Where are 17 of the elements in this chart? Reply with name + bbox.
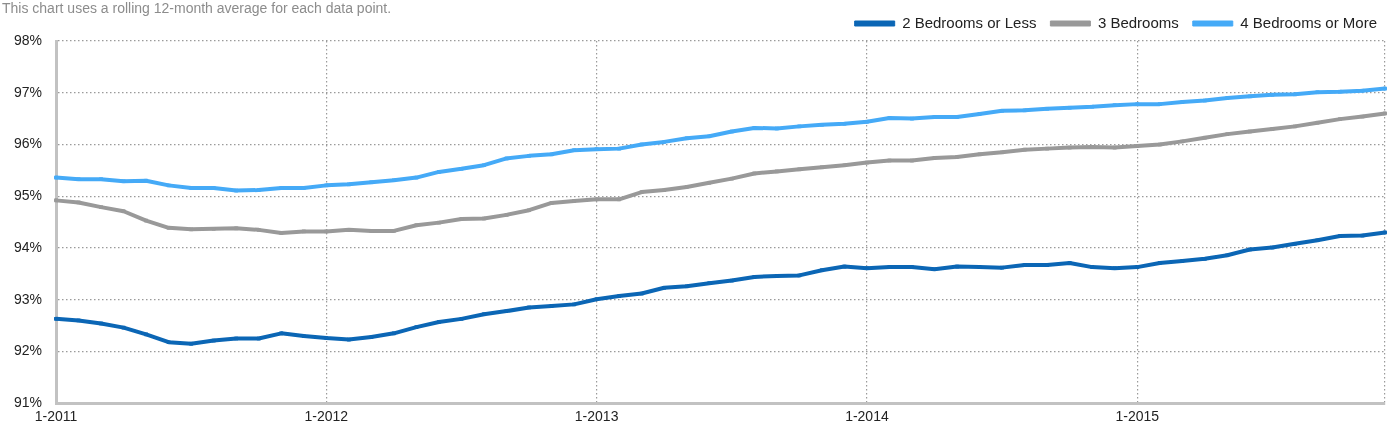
legend-label: 3 Bedrooms (1097, 13, 1179, 31)
y-tick-label: 96% (13, 135, 43, 152)
x-tick-label: 1-2011 (34, 408, 78, 425)
legend-label: 4 Bedrooms or More (1240, 13, 1378, 31)
legend-label: 2 Bedrooms or Less (902, 13, 1037, 31)
y-tick-label: 93% (13, 290, 43, 307)
x-tick-label: 1-2015 (1115, 408, 1160, 425)
y-tick-label: 97% (13, 83, 43, 100)
x-tick-label: 1-2014 (845, 408, 889, 425)
y-tick-label: 91% (13, 394, 43, 411)
y-tick-label: 95% (13, 187, 43, 204)
x-tick-label: 1-2012 (304, 408, 349, 425)
y-tick-label: 98% (13, 31, 43, 48)
x-tick-label: 1-2013 (574, 408, 619, 425)
chart-subtitle: This chart uses a rolling 12-month average for each data point. (2, 0, 392, 16)
y-tick-label: 94% (13, 238, 43, 255)
y-tick-label: 92% (13, 342, 43, 359)
